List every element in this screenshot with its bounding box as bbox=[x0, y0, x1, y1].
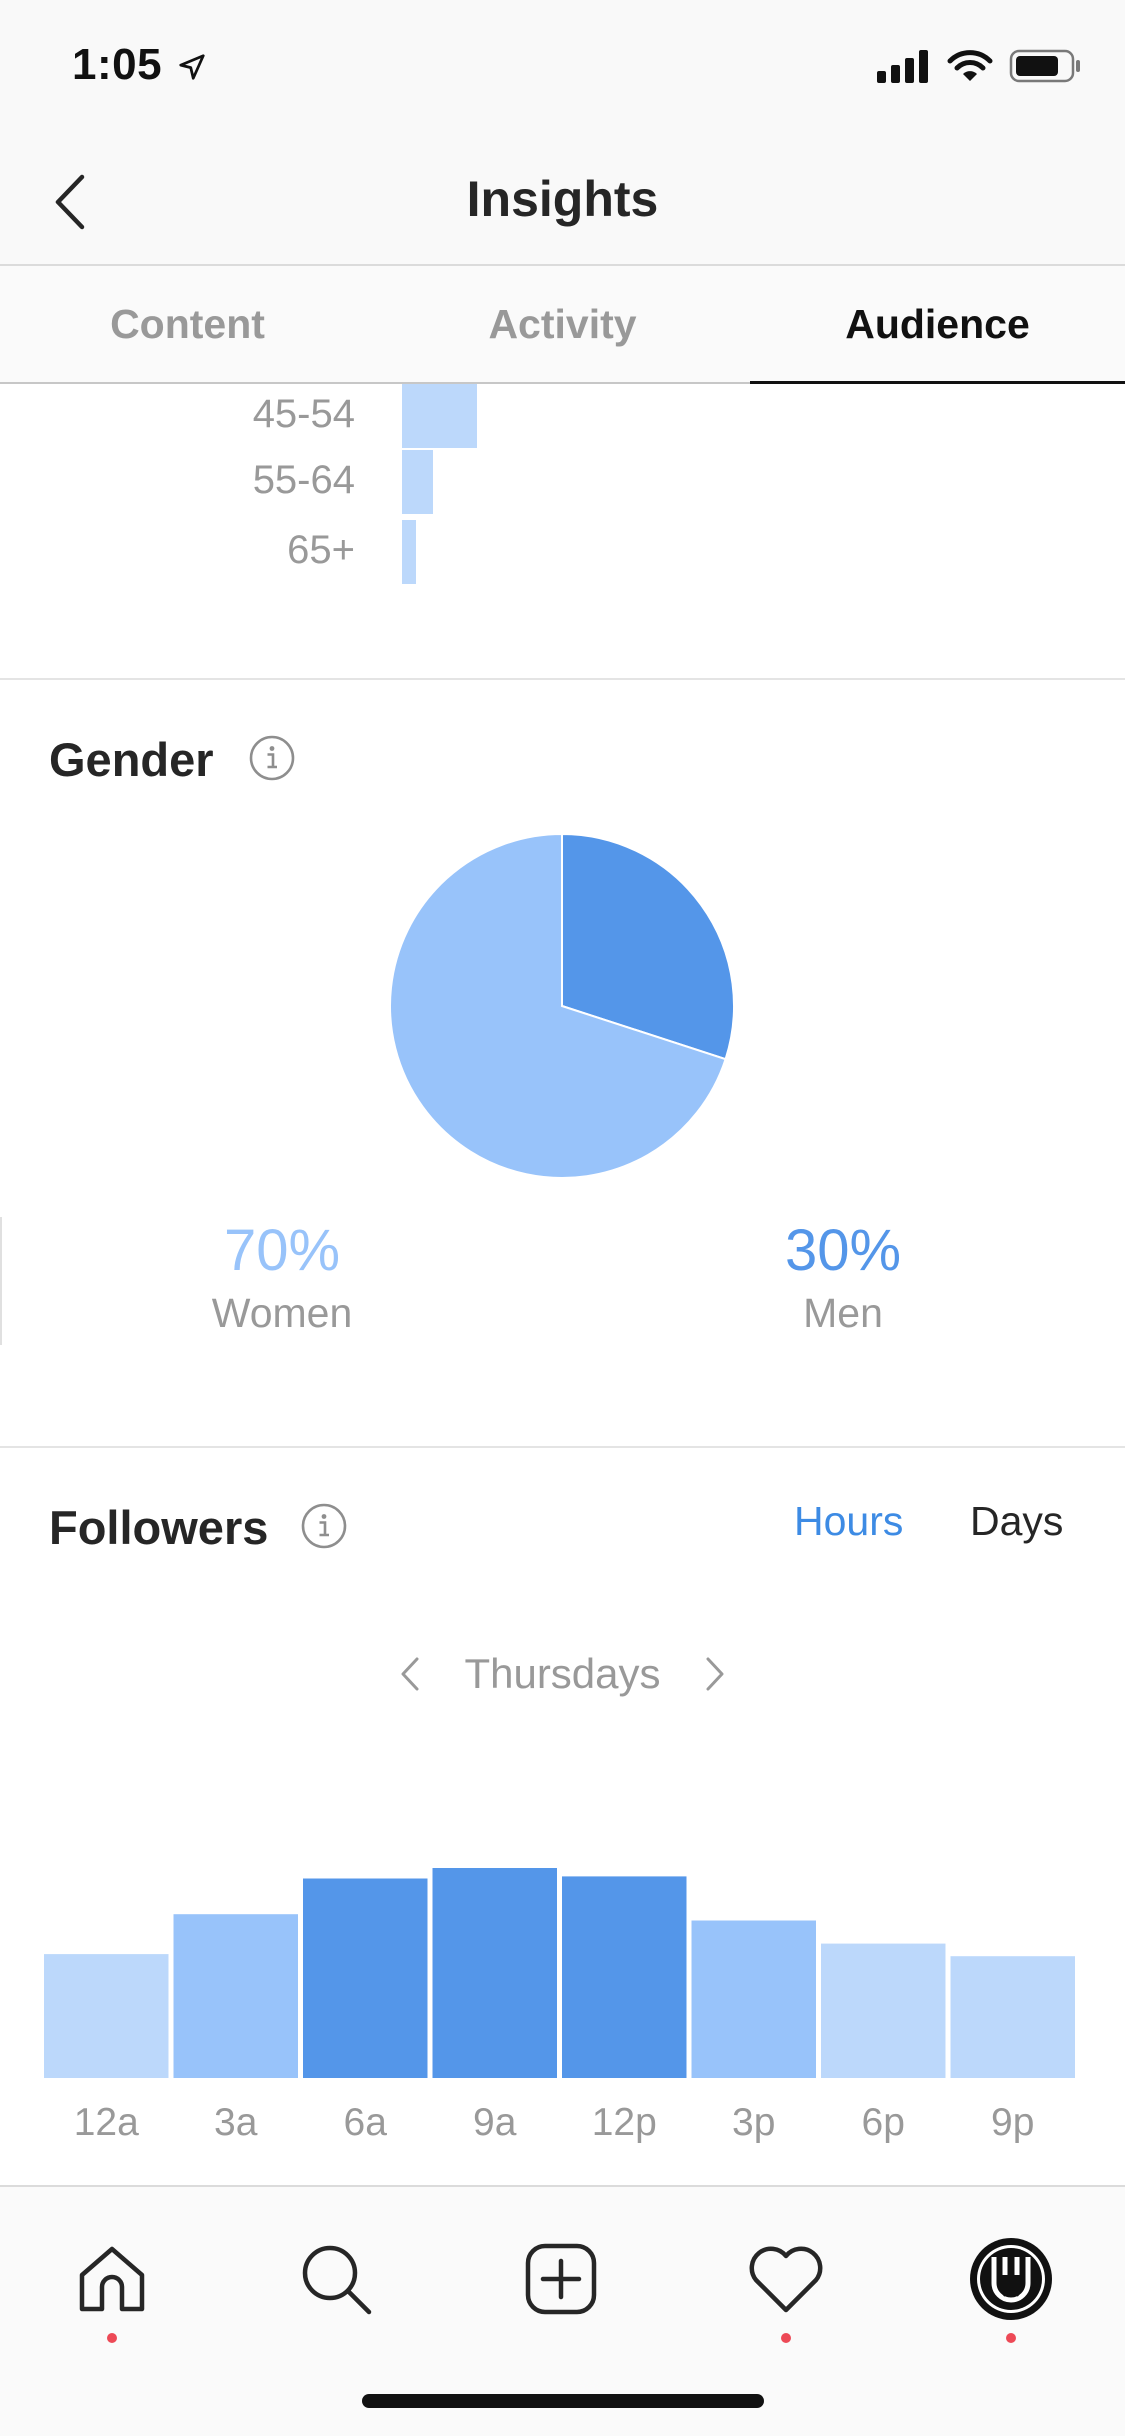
notification-dot bbox=[781, 2333, 791, 2343]
profile-avatar-icon bbox=[970, 2238, 1052, 2320]
tick-label-12a: 12a bbox=[74, 2101, 139, 2144]
home-icon bbox=[79, 2246, 145, 2312]
cellular-signal-icon bbox=[877, 50, 928, 83]
insights-tab-bar: Content Activity Audience bbox=[0, 266, 1125, 384]
search-tab[interactable] bbox=[286, 2229, 386, 2329]
status-indicators bbox=[877, 48, 1083, 84]
chevron-left-icon bbox=[55, 174, 85, 230]
age-bar bbox=[402, 520, 416, 584]
gender-section: Gender 70% Women 30% Men bbox=[0, 682, 1125, 1448]
home-indicator bbox=[362, 2394, 764, 2408]
status-time-text: 1:05 bbox=[72, 40, 163, 89]
activity-heart-icon bbox=[749, 2246, 823, 2313]
men-label: Men bbox=[803, 1290, 883, 1336]
chevron-left-icon bbox=[401, 1657, 419, 1691]
followers-title: Followers bbox=[49, 1501, 269, 1554]
gender-stat-men: 30% Men bbox=[663, 1217, 1023, 1337]
day-selector: Thursdays bbox=[0, 1650, 1125, 1698]
women-label: Women bbox=[211, 1290, 353, 1336]
pie-slice-men bbox=[561, 832, 735, 1061]
chevron-right-icon bbox=[706, 1657, 724, 1691]
location-arrow-icon bbox=[179, 54, 205, 80]
age-row: 45-54 bbox=[0, 384, 1125, 448]
activity-tab[interactable] bbox=[736, 2229, 836, 2343]
follower-bar-3a[interactable] bbox=[173, 1914, 299, 2078]
wifi-icon bbox=[947, 50, 993, 81]
new-post-tab[interactable] bbox=[511, 2229, 611, 2329]
battery-icon bbox=[1009, 49, 1080, 83]
page-title: Insights bbox=[466, 171, 659, 227]
gender-stat-women: 70% Women bbox=[102, 1217, 462, 1337]
day-label: Thursdays bbox=[464, 1650, 661, 1697]
age-label: 45-54 bbox=[252, 392, 355, 436]
follower-bar-12a[interactable] bbox=[44, 1954, 169, 2078]
status-time: 1:05 bbox=[72, 40, 207, 90]
followers-section: Followers Hours Days Thursdays 12a 3a 6a 9a… bbox=[0, 1450, 1125, 2185]
info-icon[interactable] bbox=[300, 1502, 348, 1550]
follower-bar-12p[interactable] bbox=[562, 1876, 687, 2078]
women-percent: 70% bbox=[223, 1218, 341, 1283]
age-bar bbox=[402, 450, 433, 514]
pie-slice-women bbox=[389, 832, 727, 1179]
notification-dot bbox=[1006, 2333, 1016, 2343]
info-icon[interactable] bbox=[248, 734, 296, 782]
navigation-bar: Insights bbox=[0, 140, 1125, 266]
chart-bars bbox=[44, 1868, 1075, 2078]
tick-label-6p: 6p bbox=[862, 2101, 905, 2144]
tick-label-3a: 3a bbox=[214, 2101, 258, 2144]
followers-bar-chart: 12a 3a 6a 9a 12p 3p 6p 9p bbox=[44, 1868, 1075, 2144]
tick-label-9p: 9p bbox=[991, 2101, 1034, 2144]
follower-bar-9p[interactable] bbox=[950, 1956, 1076, 2078]
tick-label-3p: 3p bbox=[732, 2101, 775, 2144]
tick-label-12p: 12p bbox=[592, 2101, 657, 2144]
tab-content[interactable]: Content bbox=[110, 300, 265, 347]
hours-toggle[interactable]: Hours bbox=[794, 1498, 904, 1544]
age-label: 65+ bbox=[287, 528, 355, 572]
days-toggle[interactable]: Days bbox=[970, 1498, 1064, 1544]
age-row: 65+ bbox=[0, 520, 1125, 584]
gender-pie-chart bbox=[389, 832, 735, 1179]
previous-day-button[interactable] bbox=[390, 1654, 430, 1694]
chart-tick-labels: 12a 3a 6a 9a 12p 3p 6p 9p bbox=[74, 2101, 1035, 2144]
follower-bar-6p[interactable] bbox=[821, 1943, 946, 2078]
tab-activity[interactable]: Activity bbox=[488, 300, 637, 347]
follower-bar-9a[interactable] bbox=[432, 1868, 558, 2078]
age-label: 55-64 bbox=[252, 458, 355, 502]
home-tab[interactable] bbox=[62, 2229, 162, 2343]
men-percent: 30% bbox=[784, 1218, 902, 1283]
profile-tab[interactable] bbox=[961, 2229, 1061, 2343]
new-post-icon bbox=[525, 2243, 597, 2315]
back-button[interactable] bbox=[30, 162, 110, 242]
gender-title: Gender bbox=[49, 733, 214, 786]
age-range-section: 45-54 55-64 65+ bbox=[0, 384, 1125, 680]
tick-label-6a: 6a bbox=[344, 2101, 388, 2144]
follower-bar-6a[interactable] bbox=[303, 1878, 428, 2079]
follower-bar-3p[interactable] bbox=[691, 1920, 817, 2079]
pie-slices bbox=[389, 832, 735, 1179]
next-day-button[interactable] bbox=[695, 1654, 735, 1694]
search-icon bbox=[302, 2245, 372, 2315]
tab-audience[interactable]: Audience bbox=[750, 266, 1125, 384]
status-bar: 1:05 bbox=[0, 0, 1125, 140]
notification-dot bbox=[107, 2333, 117, 2343]
age-bar bbox=[402, 384, 477, 448]
age-row: 55-64 bbox=[0, 450, 1125, 514]
tick-label-9a: 9a bbox=[473, 2101, 517, 2144]
left-edge-divider bbox=[0, 1217, 2, 1345]
